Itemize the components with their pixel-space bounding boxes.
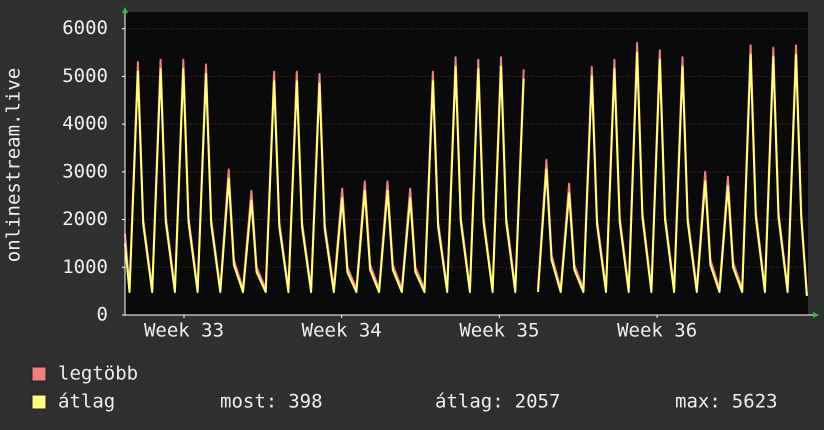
legend: legtöbb átlag most: 398 átlag: 2057 max: 5623 xyxy=(31,363,778,413)
y-tick-label: 4000 xyxy=(62,113,108,135)
x-tick-label: Week 35 xyxy=(459,320,539,342)
stat-value: 2057 xyxy=(515,391,561,413)
y-arrow xyxy=(122,7,128,13)
legend-label: átlag xyxy=(58,391,115,413)
legend-label: legtöbb xyxy=(58,363,138,385)
y-tick-label: 3000 xyxy=(62,160,108,182)
y-tick-label: 6000 xyxy=(62,17,108,39)
legend-swatch xyxy=(31,394,47,410)
y-tick-label: 2000 xyxy=(62,208,108,230)
x-tick-label: Week 34 xyxy=(302,320,382,342)
y-tick-label: 1000 xyxy=(62,256,108,278)
legend-swatch xyxy=(31,366,47,382)
series-line xyxy=(124,51,808,297)
stat-value: 398 xyxy=(288,391,322,413)
stat-label: most: xyxy=(220,391,277,413)
x-tick-label: Week 33 xyxy=(144,320,224,342)
y-tick-label: 5000 xyxy=(62,65,108,87)
y-axis-label: onlinestream.live xyxy=(3,68,25,262)
y-tick-label: 0 xyxy=(97,304,108,326)
lines xyxy=(124,42,808,297)
stat-label: max: xyxy=(675,391,721,413)
x-arrow xyxy=(813,312,819,318)
stat-value: 5623 xyxy=(732,391,778,413)
stat-label: átlag: xyxy=(435,391,504,413)
x-tick-label: Week 36 xyxy=(617,320,697,342)
